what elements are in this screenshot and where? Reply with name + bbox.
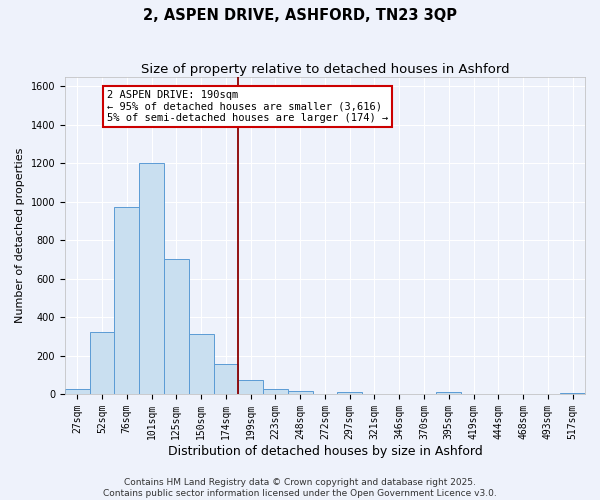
Bar — [337, 392, 362, 394]
Text: Contains HM Land Registry data © Crown copyright and database right 2025.
Contai: Contains HM Land Registry data © Crown c… — [103, 478, 497, 498]
Bar — [115, 208, 139, 394]
Text: 2 ASPEN DRIVE: 190sqm
← 95% of detached houses are smaller (3,616)
5% of semi-de: 2 ASPEN DRIVE: 190sqm ← 95% of detached … — [107, 90, 388, 124]
Bar — [189, 334, 214, 394]
Title: Size of property relative to detached houses in Ashford: Size of property relative to detached ho… — [140, 62, 509, 76]
Text: 2, ASPEN DRIVE, ASHFORD, TN23 3QP: 2, ASPEN DRIVE, ASHFORD, TN23 3QP — [143, 8, 457, 22]
Bar — [288, 391, 313, 394]
Bar — [65, 389, 89, 394]
Bar — [139, 163, 164, 394]
Bar — [214, 364, 238, 394]
Bar — [164, 260, 189, 394]
Bar — [89, 332, 115, 394]
Y-axis label: Number of detached properties: Number of detached properties — [15, 148, 25, 323]
Bar — [560, 393, 585, 394]
Bar — [436, 392, 461, 394]
X-axis label: Distribution of detached houses by size in Ashford: Distribution of detached houses by size … — [167, 444, 482, 458]
Bar — [238, 380, 263, 394]
Bar — [263, 389, 288, 394]
